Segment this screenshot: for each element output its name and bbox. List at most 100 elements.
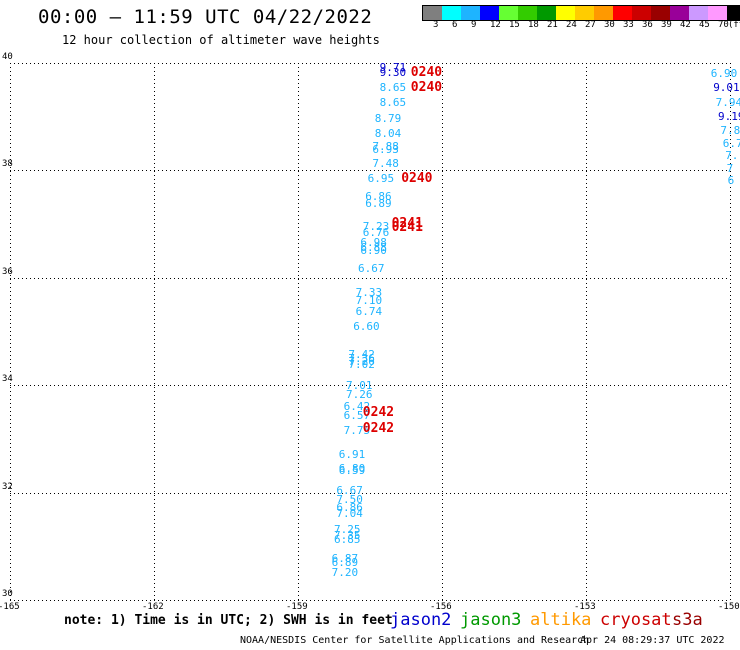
longitude-label: -162 [142,602,164,612]
map-title: 00:00 – 11:59 UTC 04/22/2022 [38,6,373,28]
colorbar-swatch [689,6,708,20]
wave-height-value: 6.7 [722,137,740,151]
colorbar-label: 6 [452,20,458,30]
wave-height-value: 7.01 [346,379,373,393]
satellite-legend-jason2: jason2 [390,610,452,630]
colorbar-label: 36 [642,20,653,30]
plot-area: 9.71 9.30 8.65 8.65 8.79 8.04 7.88 6.93 7.48 6.95… [10,60,740,600]
colorbar-swatch [537,6,556,20]
colorbar-swatch [651,6,670,20]
colorbar-label: 39 [661,20,672,30]
colorbar-label: 15 [509,20,520,30]
wave-height-value: 6.60 [353,320,380,334]
wave-height-value: 6.74 [355,304,383,318]
latitude-label: 38 [2,159,13,170]
colorbar-swatch [518,6,537,20]
colorbar-label: 45 [699,20,710,30]
wave-height-value: 6.90 [360,244,387,258]
pass-time-label: 0240 [410,79,443,95]
colorbar-swatch [556,6,575,20]
wave-height-value: 7.35 [334,529,361,543]
colorbar-label: 42 [680,20,691,30]
wave-height-value: 7. [725,149,739,163]
longitude-label: -159 [286,602,308,612]
longitude-label: -156 [430,602,452,612]
latitude-label: 32 [2,481,13,492]
wave-height-value: 6.57 [343,408,371,422]
satellite-legend-s3a: s3a [672,610,703,630]
wave-height-value: 7.26 [346,387,373,401]
wave-height-value: 7.48 [372,157,399,171]
colorbar-label: 18 [528,20,539,30]
wave-height-value: 6.67 [358,261,385,275]
wave-height-value: 8.79 [374,111,402,125]
pass-time-label: 0242 [362,405,395,421]
colorbar-swatch [423,6,442,20]
latitude-label: 40 [2,52,13,62]
wave-height-value: 9.30 [379,66,407,80]
wave-height-value: 8.04 [374,126,402,140]
pass-time-label: 0240 [401,171,433,187]
satellite-legend-altika: altika [530,610,592,630]
wave-height-value: 6.85 [334,532,361,546]
pass-time-label: 0241 [391,215,423,231]
wave-height-value: 6.89 [331,555,359,569]
wave-height-value: 7.42 [348,348,375,362]
wave-height-value: 9.01 [713,80,740,94]
longitude-label: -150 [718,602,740,612]
wave-height-value: 6.86 [336,501,363,515]
longitude-label: -165 [0,602,20,612]
colorbar-swatch [461,6,480,20]
wave-height-value: 6.42 [343,400,371,414]
colorbar-label: (ft) [728,20,740,30]
wave-height-value: 7.33 [355,286,383,300]
satellite-legend-jason3: jason3 [460,610,522,630]
wave-height-value: 6.76 [362,226,390,240]
map-subtitle: 12 hour collection of altimeter wave hei… [62,33,380,47]
wave-height-value: 6.93 [372,143,399,157]
wave-height-value: 8.65 [379,95,407,109]
longitude-label: -153 [574,602,596,612]
colorbar-swatch [727,6,740,20]
wave-height-value: 6.87 [331,551,359,565]
wave-height-value: 6.80 [338,461,366,475]
wave-height-value: 6.59 [338,464,366,478]
wave-height-value: 7.25 [334,522,361,536]
colorbar-swatch [594,6,613,20]
wave-height-value: 7.8 [720,123,740,137]
wave-height-value: 8.65 [379,80,407,94]
colorbar-swatch [480,6,499,20]
colorbar-swatch [708,6,727,20]
wave-height-value: 7.75 [343,424,371,438]
credit-line: NOAA/NESDIS Center for Satellite Applica… [240,635,590,646]
wave-height-value: 7.23 [362,219,390,233]
wave-height-value: 6 [727,173,735,187]
colorbar-label: 70 [718,20,729,30]
wave-height-value: 7.20 [331,565,359,579]
colorbar-swatch [499,6,518,20]
wave-height-value: 9.71 [379,60,407,74]
wave-height-value: 7.94 [715,95,740,109]
wave-height-value: 6.67 [336,484,363,498]
colorbar-label: 9 [471,20,477,30]
pass-time-label: 0241 [391,220,423,236]
colorbar-label: 12 [490,20,501,30]
wave-height-value: 6.91 [338,447,366,461]
colorbar-swatch [613,6,632,20]
pass-time-label: 0242 [362,420,395,436]
colorbar-label: 21 [547,20,558,30]
latitude-label: 30 [2,589,13,599]
wave-height-value: 7.04 [336,507,363,521]
wave-height-value: 6.89 [365,196,392,210]
colorbar-label: 27 [585,20,596,30]
wave-height-value: 7.10 [355,294,383,308]
colorbar [422,5,740,21]
colorbar-swatch [670,6,689,20]
colorbar-label: 3 [433,20,439,30]
satellite-legend-cryosat: cryosat [600,610,672,630]
wave-height-value: 7.36 [348,351,375,365]
generated-timestamp: Apr 24 08:29:37 UTC 2022 [580,635,725,646]
colorbar-swatch [575,6,594,20]
latitude-label: 34 [2,374,13,385]
